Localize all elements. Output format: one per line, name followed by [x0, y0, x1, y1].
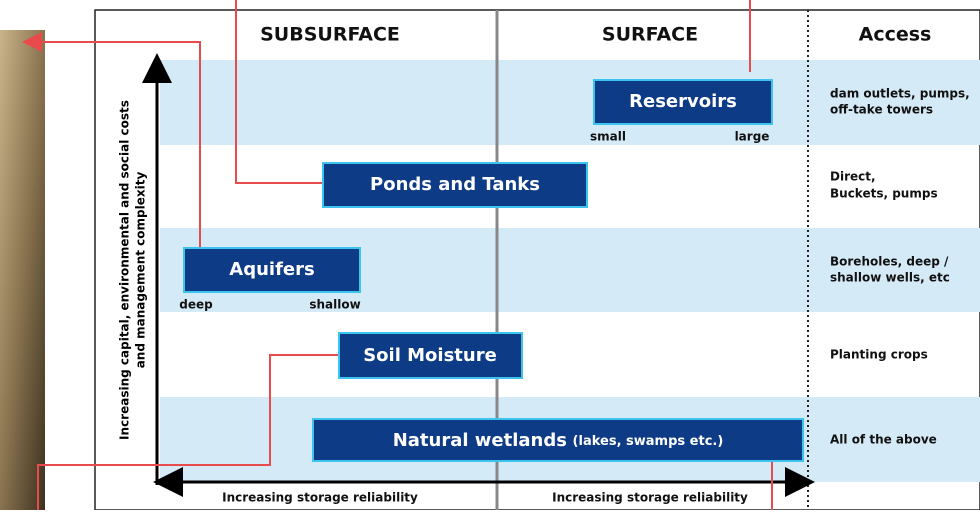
header: SURFACE: [602, 24, 698, 46]
access: dam outlets, pumps,: [830, 87, 970, 101]
range-label: deep: [179, 298, 213, 312]
x-label: Increasing storage reliability: [222, 491, 418, 505]
header: SUBSURFACE: [260, 24, 400, 46]
header: Access: [859, 24, 932, 46]
range-label: large: [735, 130, 770, 144]
access: Direct,: [830, 170, 876, 184]
store-label: Natural wetlands (lakes, swamps etc.): [393, 430, 724, 451]
store-label: Ponds and Tanks: [370, 174, 540, 195]
access: off-take towers: [830, 103, 933, 117]
access: All of the above: [830, 433, 937, 447]
range-label: small: [590, 130, 626, 144]
y-label: and management complexity: [134, 172, 148, 369]
access: Planting crops: [830, 348, 928, 362]
photo-strip: [0, 30, 45, 510]
x-label: Increasing storage reliability: [552, 491, 748, 505]
access: shallow wells, etc: [830, 271, 950, 285]
access: Boreholes, deep /: [830, 255, 949, 269]
store-label: Reservoirs: [629, 91, 737, 112]
access: Buckets, pumps: [830, 187, 938, 201]
store-label: Soil Moisture: [363, 345, 497, 366]
diagram: SUBSURFACE SURFACE Access Increasing cap…: [0, 0, 980, 510]
store-label: Aquifers: [229, 259, 314, 280]
y-label: Increasing capital, environmental and so…: [118, 100, 132, 440]
range-label: shallow: [309, 298, 360, 312]
